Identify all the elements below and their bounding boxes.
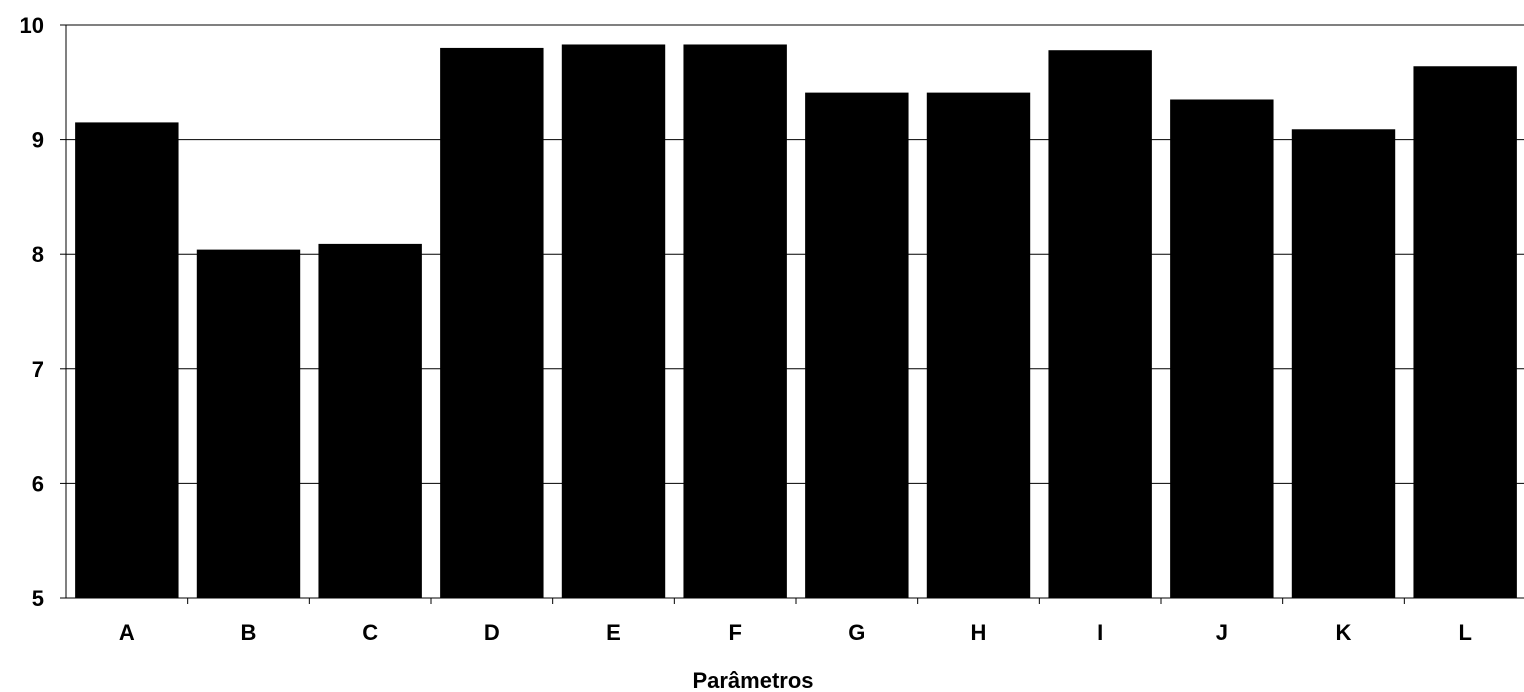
bar-J [1170, 99, 1274, 599]
x-tick-label: B [241, 620, 257, 645]
x-tick-label: F [728, 620, 741, 645]
x-tick-label: H [971, 620, 987, 645]
bar-B [196, 249, 301, 598]
x-tick-label: C [362, 620, 378, 645]
x-tick-label: A [119, 620, 135, 645]
bar-F [683, 44, 787, 599]
x-tick-labels: A B C D E F G H I J K L [119, 598, 1472, 645]
y-tick-label: 8 [32, 242, 44, 267]
y-tick-label: 5 [32, 586, 44, 611]
bar-I [1048, 50, 1152, 599]
bar-E [561, 44, 666, 599]
y-tick-label: 6 [32, 471, 44, 496]
y-tick-label: 10 [20, 13, 44, 38]
x-tick-label: I [1097, 620, 1103, 645]
bar-G [805, 92, 909, 598]
bar-K [1291, 129, 1396, 598]
x-tick-label: L [1458, 620, 1471, 645]
bars [75, 44, 1517, 599]
bar-H [926, 92, 1031, 598]
x-axis-title: Parâmetros [692, 668, 813, 692]
y-tick-label: 7 [32, 357, 44, 382]
y-tick-label: 9 [32, 128, 44, 153]
y-tick-labels: 5 6 7 8 9 10 [20, 13, 66, 611]
x-tick-label: K [1336, 620, 1352, 645]
bar-D [440, 47, 544, 599]
x-tick-label: E [606, 620, 621, 645]
bar-L [1413, 66, 1517, 599]
bar-A [75, 122, 179, 598]
x-tick-label: D [484, 620, 500, 645]
bar-C [318, 243, 422, 599]
x-tick-label: J [1216, 620, 1228, 645]
gridlines [66, 24, 1524, 484]
x-tick-label: G [848, 620, 865, 645]
